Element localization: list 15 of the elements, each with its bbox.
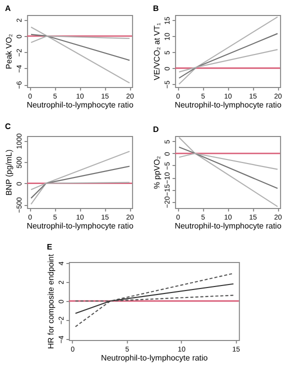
chart-title: D [153, 125, 160, 134]
x-axis-title: Neutrophil-to-lymphocyte ratio [101, 354, 208, 362]
y-axis-title: Peak VO₂ [4, 34, 14, 70]
chart-title: C [5, 122, 12, 131]
chart-title: B [153, 4, 160, 13]
chart-title: A [5, 4, 12, 13]
chart-title: E [46, 242, 53, 252]
y-axis-title: BNP (pg/mL) [4, 149, 14, 196]
y-axis-title: VE/VCO₂ at VT₁ [152, 22, 162, 80]
y-axis-title: % ppVO₂ [152, 156, 162, 189]
x-axis-title: Neutrophil-to-lymphocyte ratio [26, 100, 134, 110]
y-axis-title: HR for composite endpoint [46, 253, 56, 349]
x-axis-title: Neutrophil-to-lymphocyte ratio [174, 100, 282, 110]
x-axis-title: Neutrophil-to-lymphocyte ratio [174, 222, 282, 230]
x-axis-title: Neutrophil-to-lymphocyte ratio [26, 222, 134, 230]
